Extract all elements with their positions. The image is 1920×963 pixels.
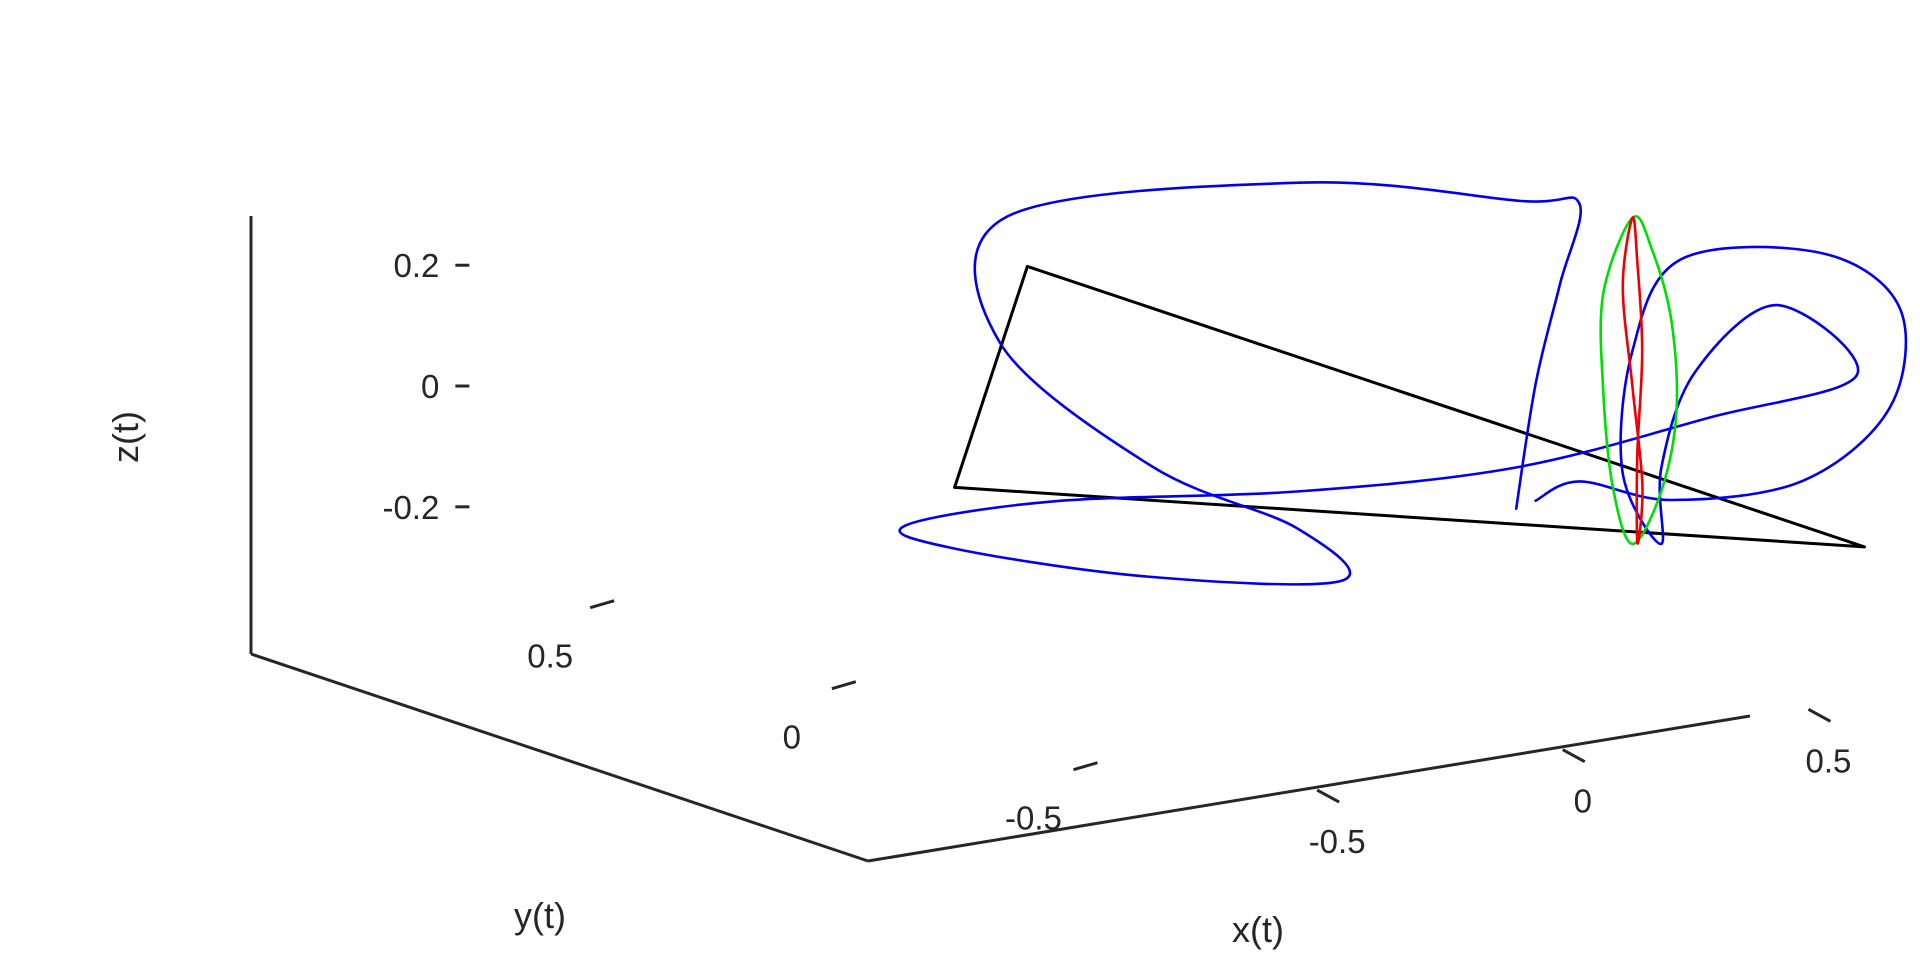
z-tick-label: -0.2	[382, 489, 439, 526]
y-tick-label: -0.5	[1005, 800, 1062, 837]
x-tick-mark	[1316, 788, 1340, 804]
x-axis-line	[867, 714, 1751, 863]
series-0-line	[953, 264, 1866, 549]
axes-3d: -0.200.2-0.500.5-0.500.51 x(t) y(t) z(t)	[105, 216, 1851, 950]
x-tick-label: 0	[1574, 783, 1592, 820]
y-tick-mark	[831, 680, 857, 691]
plot-area	[898, 181, 1908, 586]
y-tick-label: 0.5	[527, 638, 573, 675]
y-tick-mark	[1073, 761, 1098, 772]
y-axis-line	[250, 652, 869, 863]
x-tick-label: -0.5	[1309, 823, 1366, 860]
y-tick-mark	[589, 599, 615, 610]
series-3-line	[1621, 216, 1644, 545]
y-axis-label: y(t)	[514, 895, 566, 936]
z-tick-label: 0	[421, 368, 439, 405]
series-1-line	[898, 181, 1908, 586]
x-tick-label: 0.5	[1805, 742, 1851, 779]
x-tick-mark	[1807, 708, 1832, 723]
axis-lines	[249, 216, 1751, 863]
z-axis-label: z(t)	[105, 411, 146, 463]
axis-ticks: -0.200.2-0.500.5-0.500.51	[382, 247, 1851, 860]
x-axis-label: x(t)	[1232, 909, 1284, 950]
z-tick-label: 0.2	[393, 247, 439, 284]
y-tick-label: 0	[783, 719, 801, 756]
series-2-line	[1599, 215, 1679, 546]
x-tick-mark	[1562, 748, 1586, 764]
